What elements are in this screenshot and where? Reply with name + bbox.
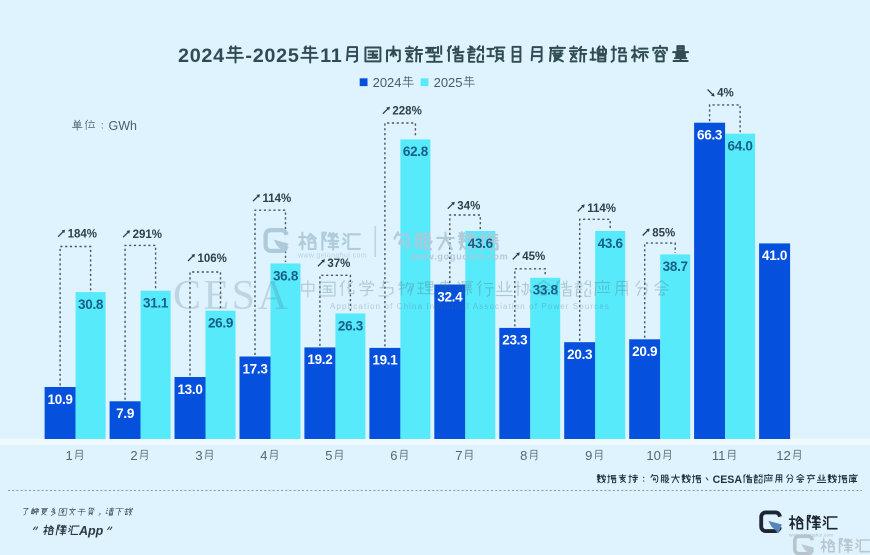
svg-text:GWh: GWh [109,119,138,133]
svg-text:2024: 2024 [178,45,225,67]
svg-text:36.8: 36.8 [273,268,299,283]
svg-text:66.3: 66.3 [697,128,723,143]
svg-text:-2025: -2025 [245,45,299,67]
svg-text:184%: 184% [68,229,97,241]
svg-text:43.6: 43.6 [598,236,624,251]
svg-text:85%: 85% [652,227,675,239]
svg-text:114%: 114% [587,203,616,215]
svg-text:38.7: 38.7 [663,259,688,274]
svg-text:App: App [78,524,104,538]
svg-text:6: 6 [390,448,397,463]
svg-text:8: 8 [520,448,527,463]
svg-text:23.3: 23.3 [502,333,528,348]
svg-text:33.8: 33.8 [533,283,559,298]
svg-text:www.gelonghui.com: www.gelonghui.com [789,533,833,538]
svg-text:4: 4 [260,448,267,463]
svg-text:32.4: 32.4 [437,289,463,304]
svg-text:20.3: 20.3 [567,347,593,362]
svg-text:CESA: CESA [173,273,290,319]
svg-text:62.8: 62.8 [403,144,429,159]
svg-text:37%: 37% [327,258,350,270]
svg-text:20.9: 20.9 [632,344,657,359]
svg-text:106%: 106% [198,253,227,265]
svg-text:11: 11 [712,448,726,463]
svg-text:17.3: 17.3 [242,361,268,376]
svg-text:www.gogudata.com: www.gogudata.com [410,252,508,262]
svg-text:43.6: 43.6 [468,236,494,251]
svg-text:1: 1 [66,448,73,463]
svg-text:Application of China Industria: Application of China Industrial Associat… [330,302,610,311]
svg-text:12: 12 [776,448,790,463]
svg-text:291%: 291% [133,229,162,241]
svg-text:5: 5 [325,448,332,463]
svg-text:13.0: 13.0 [177,382,202,397]
svg-text:3: 3 [195,448,202,463]
svg-text:34%: 34% [457,201,480,213]
svg-text:228%: 228% [392,106,421,118]
svg-text:www.gelonghui.com: www.gelonghui.com [297,253,367,260]
svg-text:2025: 2025 [434,75,463,90]
svg-text:4%: 4% [717,88,734,100]
svg-text:19.2: 19.2 [307,352,332,367]
svg-text:7: 7 [455,448,462,463]
svg-text:2024: 2024 [373,75,402,90]
svg-text:10: 10 [646,448,660,463]
svg-text:26.3: 26.3 [338,318,364,333]
svg-text:2: 2 [130,448,137,463]
svg-text:7.9: 7.9 [116,406,134,421]
svg-text:9: 9 [585,448,592,463]
svg-text:CESA: CESA [713,474,743,486]
svg-text:41.0: 41.0 [762,248,787,263]
svg-text:64.0: 64.0 [728,139,753,154]
svg-text:30.8: 30.8 [78,297,104,312]
svg-text:10.9: 10.9 [48,392,73,407]
svg-text:45%: 45% [522,251,545,263]
svg-text:114%: 114% [263,193,292,205]
svg-text:19.1: 19.1 [372,353,398,368]
svg-text:26.9: 26.9 [208,316,233,331]
svg-text:31.1: 31.1 [143,296,169,311]
svg-text:11: 11 [320,45,342,67]
